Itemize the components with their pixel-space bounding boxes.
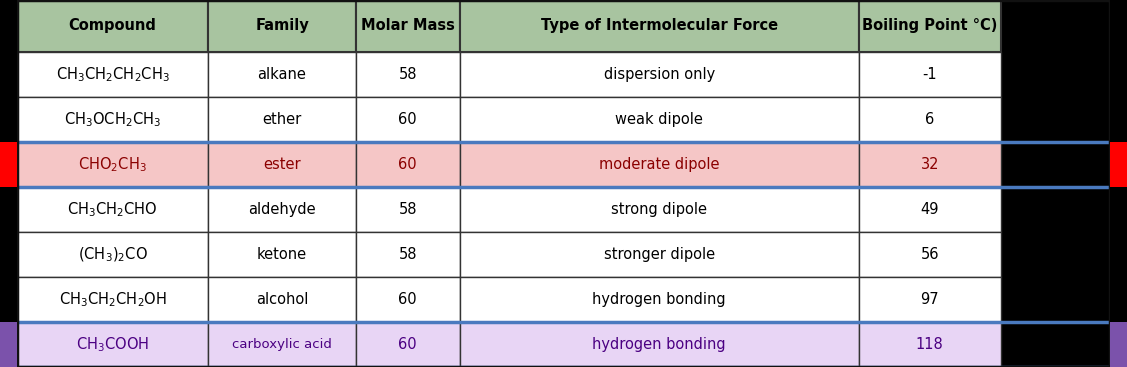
Bar: [460, 322, 859, 367]
Text: 6: 6: [925, 112, 934, 127]
Bar: [0, 142, 17, 187]
Text: Molar Mass: Molar Mass: [361, 18, 454, 33]
Text: (CH$_3$)$_2$CO: (CH$_3$)$_2$CO: [78, 245, 148, 264]
Bar: [208, 232, 356, 277]
Text: stronger dipole: stronger dipole: [604, 247, 715, 262]
Text: strong dipole: strong dipole: [611, 202, 707, 217]
Text: alcohol: alcohol: [256, 292, 308, 307]
Text: dispersion only: dispersion only: [604, 67, 715, 82]
Bar: [17, 187, 208, 232]
Bar: [17, 322, 208, 367]
Text: Type of Intermolecular Force: Type of Intermolecular Force: [541, 18, 778, 33]
Bar: [356, 322, 460, 367]
Text: 60: 60: [399, 112, 417, 127]
Bar: [356, 232, 460, 277]
Text: moderate dipole: moderate dipole: [598, 157, 719, 172]
Text: CHO$_2$CH$_3$: CHO$_2$CH$_3$: [78, 155, 147, 174]
Bar: [208, 0, 356, 52]
Text: Family: Family: [255, 18, 309, 33]
Bar: [208, 142, 356, 187]
Bar: [17, 97, 208, 142]
Text: 32: 32: [921, 157, 939, 172]
Bar: [356, 277, 460, 322]
Text: CH$_3$COOH: CH$_3$COOH: [76, 335, 149, 354]
Bar: [460, 52, 859, 97]
Bar: [356, 52, 460, 97]
Bar: [208, 97, 356, 142]
Text: carboxylic acid: carboxylic acid: [232, 338, 332, 351]
Text: aldehyde: aldehyde: [248, 202, 316, 217]
Text: 118: 118: [916, 337, 943, 352]
Bar: [460, 142, 859, 187]
Bar: [859, 52, 1001, 97]
Bar: [208, 52, 356, 97]
Bar: [208, 322, 356, 367]
Text: ester: ester: [264, 157, 301, 172]
Text: 49: 49: [921, 202, 939, 217]
Text: ketone: ketone: [257, 247, 307, 262]
Bar: [356, 0, 460, 52]
Bar: [859, 187, 1001, 232]
Text: Boiling Point °C): Boiling Point °C): [862, 18, 997, 33]
Text: 58: 58: [399, 247, 417, 262]
Text: 97: 97: [921, 292, 939, 307]
Bar: [460, 0, 859, 52]
Text: hydrogen bonding: hydrogen bonding: [593, 292, 726, 307]
Text: CH$_3$OCH$_2$CH$_3$: CH$_3$OCH$_2$CH$_3$: [64, 110, 161, 129]
Bar: [0, 322, 17, 367]
Bar: [356, 142, 460, 187]
Text: hydrogen bonding: hydrogen bonding: [593, 337, 726, 352]
Bar: [17, 232, 208, 277]
Text: 58: 58: [399, 67, 417, 82]
Bar: [859, 0, 1001, 52]
Text: 56: 56: [921, 247, 939, 262]
Text: 60: 60: [399, 337, 417, 352]
Text: Compound: Compound: [69, 18, 157, 33]
Bar: [460, 277, 859, 322]
Text: 58: 58: [399, 202, 417, 217]
Text: weak dipole: weak dipole: [615, 112, 703, 127]
Bar: [859, 277, 1001, 322]
Bar: [356, 97, 460, 142]
Bar: [208, 187, 356, 232]
Bar: [859, 232, 1001, 277]
Bar: [859, 142, 1001, 187]
Bar: [859, 97, 1001, 142]
Bar: [17, 277, 208, 322]
Bar: [17, 142, 208, 187]
Bar: [1110, 322, 1127, 367]
Text: 60: 60: [399, 292, 417, 307]
Text: ether: ether: [263, 112, 302, 127]
Bar: [460, 187, 859, 232]
Bar: [460, 232, 859, 277]
Bar: [460, 97, 859, 142]
Bar: [17, 0, 208, 52]
Bar: [17, 52, 208, 97]
Bar: [208, 277, 356, 322]
Text: -1: -1: [922, 67, 937, 82]
Text: CH$_3$CH$_2$CHO: CH$_3$CH$_2$CHO: [68, 200, 158, 219]
Bar: [1110, 142, 1127, 187]
Text: alkane: alkane: [258, 67, 307, 82]
Bar: [859, 322, 1001, 367]
Text: 60: 60: [399, 157, 417, 172]
Text: CH$_3$CH$_2$CH$_2$CH$_3$: CH$_3$CH$_2$CH$_2$CH$_3$: [55, 65, 169, 84]
Text: CH$_3$CH$_2$CH$_2$OH: CH$_3$CH$_2$CH$_2$OH: [59, 290, 167, 309]
Bar: [356, 187, 460, 232]
